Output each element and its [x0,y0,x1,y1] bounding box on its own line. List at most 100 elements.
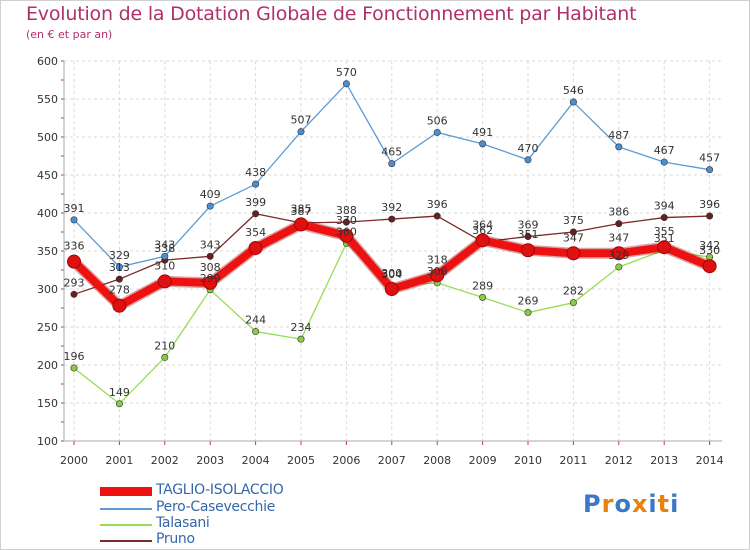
x-tick-label-2001: 2001 [105,454,133,467]
data-label-pruno-2013: 394 [654,200,675,213]
point-pero-casevecchie-2013 [660,158,668,166]
data-label-pruno-2001: 313 [109,261,130,274]
data-label-talasani-2006: 360 [336,225,357,238]
data-label-pero-casevecchie-2002: 343 [154,238,175,251]
point-taglio-isolaccio-2013 [657,240,672,255]
point-pruno-2006 [342,218,350,226]
x-tick-label-2011: 2011 [559,454,587,467]
logo-letter: t [657,490,671,518]
y-tick-label-400: 400 [37,207,58,220]
y-tick-label-300: 300 [37,283,58,296]
proxiti-logo: Proxiti [583,490,679,518]
data-label-talasani-2010: 269 [518,295,539,308]
data-label-taglio-isolaccio-2014: 330 [699,244,720,257]
point-taglio-isolaccio-2003 [203,275,218,290]
logo-letter: r [601,490,615,518]
point-pruno-2003 [206,252,214,260]
point-taglio-isolaccio-2009 [475,233,490,248]
point-pruno-2004 [252,210,260,218]
data-label-pero-casevecchie-2004: 438 [245,166,266,179]
point-taglio-isolaccio-2008 [430,268,445,283]
y-tick-label-550: 550 [37,93,58,106]
data-label-taglio-isolaccio-2012: 347 [608,231,629,244]
data-label-pruno-2009: 362 [472,224,493,237]
data-label-pero-casevecchie-2014: 457 [699,152,720,165]
point-taglio-isolaccio-2012 [611,246,626,261]
point-taglio-isolaccio-2005 [294,217,308,232]
point-pero-casevecchie-2010 [524,156,532,164]
point-talasani-2002 [161,353,169,361]
point-taglio-isolaccio-2014 [702,259,717,274]
point-pero-casevecchie-2009 [479,140,487,148]
chart-title: Evolution de la Dotation Globale de Fonc… [26,3,637,25]
point-pruno-2000 [70,290,78,298]
point-pero-casevecchie-2012 [615,143,623,151]
data-labels: 391 329 343 409 438 507 570 465 506 491 470 546 487 4… [64,66,721,399]
data-label-taglio-isolaccio-2013: 355 [654,225,675,238]
x-tick-label-2000: 2000 [60,454,88,467]
legend-swatch-taglio-isolaccio [100,487,152,496]
data-label-pruno-2012: 386 [608,206,629,219]
data-label-pero-casevecchie-2003: 409 [200,188,221,201]
point-pero-casevecchie-2004 [252,180,260,188]
y-tick-label-250: 250 [37,321,58,334]
point-talasani-2004 [252,328,260,336]
logo-letter: x [631,490,649,518]
point-taglio-isolaccio-2001 [112,298,127,313]
data-label-taglio-isolaccio-2003: 308 [200,261,221,274]
data-label-taglio-isolaccio-2005: 385 [291,202,312,215]
y-tick-label-450: 450 [37,169,58,182]
data-label-pero-casevecchie-2007: 465 [381,146,402,159]
series-lines [67,80,717,408]
x-tick-label-2009: 2009 [469,454,497,467]
data-label-taglio-isolaccio-2001: 278 [109,284,130,297]
point-pero-casevecchie-2007 [388,160,396,168]
point-taglio-isolaccio-2007 [384,282,399,296]
data-label-pruno-2006: 388 [336,204,357,217]
chart-subtitle: (en € et par an) [26,28,113,41]
data-label-pero-casevecchie-2010: 470 [518,142,539,155]
legend-swatch-talasani [100,524,152,526]
data-label-pruno-2014: 396 [699,198,720,211]
data-label-pero-casevecchie-2008: 506 [427,114,448,127]
logo-letter: o [614,490,632,518]
x-tick-label-2008: 2008 [423,454,451,467]
point-pero-casevecchie-2008 [433,128,441,136]
point-pruno-2011 [569,228,577,236]
point-taglio-isolaccio-2004 [248,240,263,255]
x-tick-label-2003: 2003 [196,454,224,467]
data-label-talasani-2003: 299 [200,272,221,285]
data-label-pruno-2003: 343 [200,238,221,251]
y-tick-label-350: 350 [37,245,58,258]
point-pruno-2010 [524,233,532,241]
legend-label-pero-casevecchie: Pero-Casevecchie [156,499,276,515]
data-label-taglio-isolaccio-2010: 351 [518,228,539,241]
x-tick-label-2012: 2012 [605,454,633,467]
data-label-talasani-2004: 244 [245,314,266,327]
point-pruno-2014 [706,212,714,220]
data-label-talasani-2005: 234 [291,321,312,334]
data-label-taglio-isolaccio-2008: 318 [427,253,448,266]
data-label-pero-casevecchie-2012: 487 [608,129,629,142]
x-tick-label-2014: 2014 [696,454,724,467]
data-label-pero-casevecchie-2006: 570 [336,66,357,79]
x-tick-label-2002: 2002 [151,454,179,467]
legend-label-taglio-isolaccio: TAGLIO-ISOLACCIO [156,482,284,498]
y-tick-label-150: 150 [37,397,58,410]
data-label-pruno-2011: 375 [563,214,584,227]
logo-letter: i [648,490,658,518]
data-label-pero-casevecchie-2001: 329 [109,249,130,262]
point-talasani-2012 [615,263,623,271]
data-label-pero-casevecchie-2000: 391 [64,202,85,215]
data-label-talasani-2013: 351 [654,232,675,245]
legend-swatch-pruno [100,540,152,542]
point-pero-casevecchie-2003 [206,202,214,210]
data-label-pruno-2002: 338 [154,242,175,255]
point-talasani-2009 [479,293,487,301]
point-pero-casevecchie-2014 [706,166,714,174]
point-pero-casevecchie-2005 [297,128,305,136]
data-label-taglio-isolaccio-2007: 300 [381,267,402,280]
data-label-talasani-2011: 282 [563,285,584,298]
point-taglio-isolaccio-2010 [521,243,535,258]
